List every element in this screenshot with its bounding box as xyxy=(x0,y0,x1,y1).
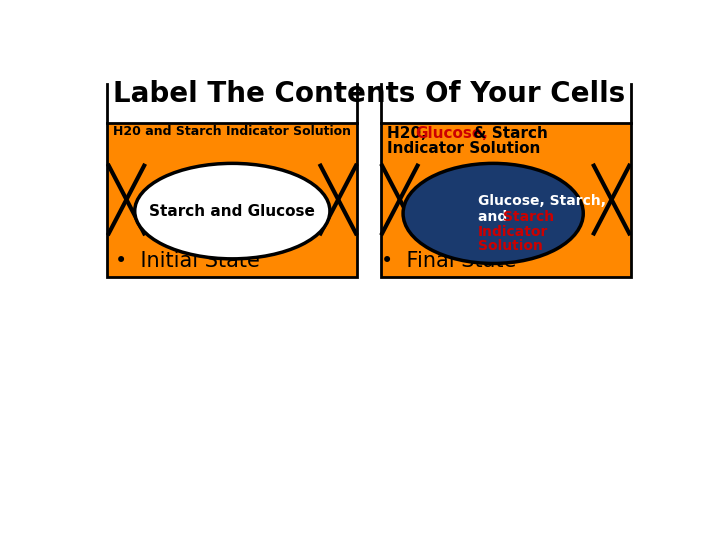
Text: Glucose, Starch,: Glucose, Starch, xyxy=(478,194,606,208)
Text: •  Initial State: • Initial State xyxy=(115,251,260,271)
Bar xyxy=(381,123,631,276)
Bar xyxy=(107,123,357,276)
Text: H20,: H20, xyxy=(387,126,432,141)
Text: Indicator: Indicator xyxy=(478,225,548,239)
Ellipse shape xyxy=(403,164,583,264)
Text: and: and xyxy=(478,210,512,224)
Text: Label The Contents Of Your Cells: Label The Contents Of Your Cells xyxy=(113,80,625,108)
Text: Glucose,: Glucose, xyxy=(415,126,488,141)
Text: •  Final State: • Final State xyxy=(381,251,516,271)
Text: Indicator Solution: Indicator Solution xyxy=(387,141,540,156)
Ellipse shape xyxy=(135,164,330,259)
Text: Starch and Glucose: Starch and Glucose xyxy=(149,204,315,219)
Text: & Starch: & Starch xyxy=(467,126,547,141)
Text: Solution: Solution xyxy=(478,239,543,253)
Text: H20 and Starch Indicator Solution: H20 and Starch Indicator Solution xyxy=(113,125,351,138)
Text: Starch: Starch xyxy=(503,210,554,224)
